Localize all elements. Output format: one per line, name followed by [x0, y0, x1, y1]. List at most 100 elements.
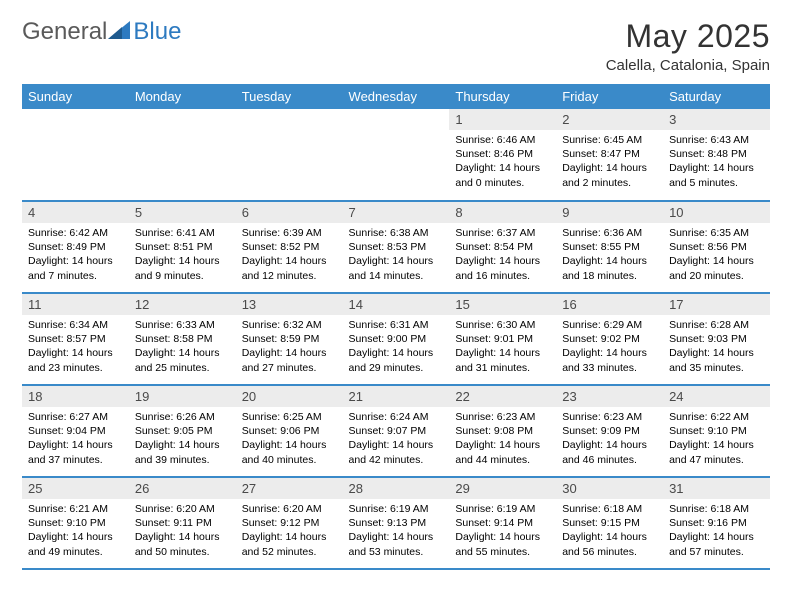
day-detail-line: Sunset: 8:49 PM: [28, 240, 123, 254]
day-detail-line: and 37 minutes.: [28, 453, 123, 467]
day-detail-line: Sunrise: 6:29 AM: [562, 318, 657, 332]
day-detail-line: Sunrise: 6:18 AM: [669, 502, 764, 516]
day-detail-line: Sunrise: 6:32 AM: [242, 318, 337, 332]
day-details: Sunrise: 6:42 AMSunset: 8:49 PMDaylight:…: [22, 223, 129, 287]
day-number: 22: [449, 386, 556, 407]
day-details: Sunrise: 6:43 AMSunset: 8:48 PMDaylight:…: [663, 130, 770, 194]
day-detail-line: and 47 minutes.: [669, 453, 764, 467]
day-detail-line: Sunset: 9:05 PM: [135, 424, 230, 438]
day-detail-line: Sunset: 9:00 PM: [349, 332, 444, 346]
day-detail-line: and 0 minutes.: [455, 176, 550, 190]
logo-word2: Blue: [133, 18, 181, 46]
day-details: Sunrise: 6:39 AMSunset: 8:52 PMDaylight:…: [236, 223, 343, 287]
calendar-cell: 30Sunrise: 6:18 AMSunset: 9:15 PMDayligh…: [556, 477, 663, 569]
day-details: Sunrise: 6:35 AMSunset: 8:56 PMDaylight:…: [663, 223, 770, 287]
day-number: 25: [22, 478, 129, 499]
day-detail-line: Sunrise: 6:23 AM: [562, 410, 657, 424]
logo: General Blue: [22, 18, 181, 46]
day-number: 23: [556, 386, 663, 407]
day-number: 19: [129, 386, 236, 407]
day-number: 31: [663, 478, 770, 499]
day-detail-line: Sunset: 9:03 PM: [669, 332, 764, 346]
calendar-cell: 5Sunrise: 6:41 AMSunset: 8:51 PMDaylight…: [129, 201, 236, 293]
day-details: Sunrise: 6:45 AMSunset: 8:47 PMDaylight:…: [556, 130, 663, 194]
day-detail-line: Sunrise: 6:33 AM: [135, 318, 230, 332]
day-detail-line: and 52 minutes.: [242, 545, 337, 559]
calendar-cell: 4Sunrise: 6:42 AMSunset: 8:49 PMDaylight…: [22, 201, 129, 293]
day-detail-line: Sunset: 8:53 PM: [349, 240, 444, 254]
day-detail-line: Daylight: 14 hours: [28, 346, 123, 360]
day-detail-line: and 12 minutes.: [242, 269, 337, 283]
day-detail-line: Sunset: 8:51 PM: [135, 240, 230, 254]
calendar-cell: 29Sunrise: 6:19 AMSunset: 9:14 PMDayligh…: [449, 477, 556, 569]
day-details: Sunrise: 6:30 AMSunset: 9:01 PMDaylight:…: [449, 315, 556, 379]
day-details: Sunrise: 6:32 AMSunset: 8:59 PMDaylight:…: [236, 315, 343, 379]
day-number: 18: [22, 386, 129, 407]
day-detail-line: Sunrise: 6:31 AM: [349, 318, 444, 332]
day-details: Sunrise: 6:38 AMSunset: 8:53 PMDaylight:…: [343, 223, 450, 287]
day-detail-line: Sunrise: 6:25 AM: [242, 410, 337, 424]
day-detail-line: and 40 minutes.: [242, 453, 337, 467]
day-number: 27: [236, 478, 343, 499]
day-details: Sunrise: 6:27 AMSunset: 9:04 PMDaylight:…: [22, 407, 129, 471]
day-details: Sunrise: 6:21 AMSunset: 9:10 PMDaylight:…: [22, 499, 129, 563]
day-detail-line: and 9 minutes.: [135, 269, 230, 283]
day-detail-line: Daylight: 14 hours: [562, 346, 657, 360]
calendar-cell: 17Sunrise: 6:28 AMSunset: 9:03 PMDayligh…: [663, 293, 770, 385]
calendar-cell: 18Sunrise: 6:27 AMSunset: 9:04 PMDayligh…: [22, 385, 129, 477]
day-detail-line: Sunrise: 6:34 AM: [28, 318, 123, 332]
day-detail-line: Sunset: 8:59 PM: [242, 332, 337, 346]
title-block: May 2025 Calella, Catalonia, Spain: [606, 18, 770, 74]
day-detail-line: Sunset: 8:47 PM: [562, 147, 657, 161]
calendar-cell: 16Sunrise: 6:29 AMSunset: 9:02 PMDayligh…: [556, 293, 663, 385]
day-number: 11: [22, 294, 129, 315]
calendar-cell: [236, 109, 343, 201]
day-detail-line: and 2 minutes.: [562, 176, 657, 190]
day-detail-line: Daylight: 14 hours: [562, 254, 657, 268]
day-detail-line: and 14 minutes.: [349, 269, 444, 283]
day-number: 1: [449, 109, 556, 130]
day-detail-line: Daylight: 14 hours: [562, 161, 657, 175]
day-detail-line: Daylight: 14 hours: [669, 438, 764, 452]
day-details: Sunrise: 6:46 AMSunset: 8:46 PMDaylight:…: [449, 130, 556, 194]
day-detail-line: and 5 minutes.: [669, 176, 764, 190]
day-detail-line: and 7 minutes.: [28, 269, 123, 283]
day-detail-line: and 49 minutes.: [28, 545, 123, 559]
day-detail-line: and 23 minutes.: [28, 361, 123, 375]
day-detail-line: Daylight: 14 hours: [562, 530, 657, 544]
day-details: Sunrise: 6:20 AMSunset: 9:11 PMDaylight:…: [129, 499, 236, 563]
page-subtitle: Calella, Catalonia, Spain: [606, 57, 770, 74]
calendar-cell: 24Sunrise: 6:22 AMSunset: 9:10 PMDayligh…: [663, 385, 770, 477]
calendar-cell: 20Sunrise: 6:25 AMSunset: 9:06 PMDayligh…: [236, 385, 343, 477]
day-detail-line: Daylight: 14 hours: [135, 254, 230, 268]
day-detail-line: and 55 minutes.: [455, 545, 550, 559]
day-detail-line: Sunrise: 6:39 AM: [242, 226, 337, 240]
day-detail-line: Daylight: 14 hours: [669, 346, 764, 360]
calendar-cell: [343, 109, 450, 201]
weekday-header: Wednesday: [343, 84, 450, 109]
logo-word1: General: [22, 18, 107, 46]
calendar-cell: 13Sunrise: 6:32 AMSunset: 8:59 PMDayligh…: [236, 293, 343, 385]
day-detail-line: Daylight: 14 hours: [669, 530, 764, 544]
day-number: 3: [663, 109, 770, 130]
calendar-page: General Blue May 2025 Calella, Catalonia…: [0, 0, 792, 588]
day-detail-line: Daylight: 14 hours: [28, 438, 123, 452]
page-title: May 2025: [606, 18, 770, 55]
day-details: Sunrise: 6:18 AMSunset: 9:16 PMDaylight:…: [663, 499, 770, 563]
calendar-cell: 2Sunrise: 6:45 AMSunset: 8:47 PMDaylight…: [556, 109, 663, 201]
day-details: Sunrise: 6:36 AMSunset: 8:55 PMDaylight:…: [556, 223, 663, 287]
day-detail-line: Sunset: 9:02 PM: [562, 332, 657, 346]
calendar-cell: 19Sunrise: 6:26 AMSunset: 9:05 PMDayligh…: [129, 385, 236, 477]
calendar-cell: 11Sunrise: 6:34 AMSunset: 8:57 PMDayligh…: [22, 293, 129, 385]
day-detail-line: Daylight: 14 hours: [455, 438, 550, 452]
day-detail-line: Daylight: 14 hours: [135, 438, 230, 452]
day-detail-line: Daylight: 14 hours: [455, 254, 550, 268]
day-number: 9: [556, 202, 663, 223]
calendar-week-row: 25Sunrise: 6:21 AMSunset: 9:10 PMDayligh…: [22, 477, 770, 569]
calendar-cell: 23Sunrise: 6:23 AMSunset: 9:09 PMDayligh…: [556, 385, 663, 477]
day-detail-line: Sunrise: 6:36 AM: [562, 226, 657, 240]
day-detail-line: Sunset: 9:08 PM: [455, 424, 550, 438]
day-details: Sunrise: 6:23 AMSunset: 9:09 PMDaylight:…: [556, 407, 663, 471]
day-detail-line: and 46 minutes.: [562, 453, 657, 467]
day-detail-line: and 31 minutes.: [455, 361, 550, 375]
